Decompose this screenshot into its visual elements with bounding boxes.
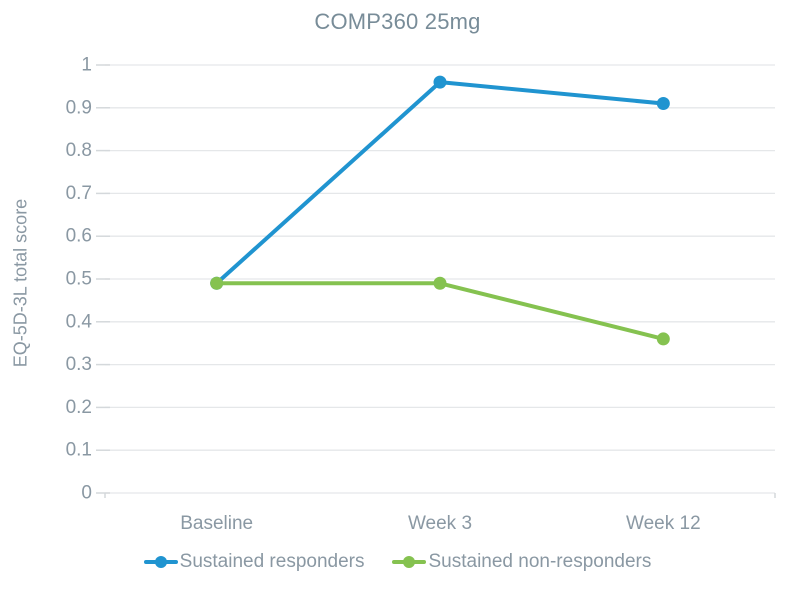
legend-label-sustained-responders: Sustained responders bbox=[179, 551, 365, 572]
x-tick-label: Week 3 bbox=[408, 513, 472, 534]
y-tick-label: 0.7 bbox=[66, 183, 92, 204]
chart-title: COMP360 25mg bbox=[314, 9, 481, 34]
data-point-1-0 bbox=[210, 276, 224, 290]
data-point-1-2 bbox=[656, 332, 670, 346]
series-line-1 bbox=[214, 281, 666, 341]
plot-area: 0 0.1 0.2 0.3 0.4 0.5 0.6 0.7 0.8 0.9 1 Baseline Wee… bbox=[66, 55, 776, 534]
legend-item-sustained-non-responders: Sustained non-responders bbox=[392, 551, 651, 573]
y-tick-label: 0.5 bbox=[66, 269, 92, 290]
x-tick-label: Week 12 bbox=[626, 513, 701, 534]
y-tick-label: 0.3 bbox=[66, 354, 92, 375]
y-tick-label: 0.6 bbox=[66, 226, 92, 247]
data-point-0-1 bbox=[433, 75, 447, 89]
x-tick-label: Baseline bbox=[180, 513, 253, 534]
y-tick-label: 0.1 bbox=[66, 440, 92, 461]
legend-label-sustained-non-responders: Sustained non-responders bbox=[428, 551, 652, 572]
legend-marker-line-icon bbox=[392, 556, 427, 568]
data-point-1-1 bbox=[433, 276, 447, 290]
legend-marker-dot-icon bbox=[403, 556, 416, 568]
legend: Sustained responders Sustained non-respo… bbox=[0, 551, 795, 573]
data-point-0-2 bbox=[656, 97, 670, 111]
legend-marker-dot-icon bbox=[154, 556, 167, 568]
y-tick-label: 0.2 bbox=[66, 397, 92, 418]
y-tick-label: 0.9 bbox=[66, 97, 92, 118]
series-line-0 bbox=[214, 80, 666, 286]
y-tick-label: 0 bbox=[81, 483, 92, 504]
y-tick-label: 1 bbox=[81, 55, 92, 76]
y-tick-label: 0.8 bbox=[66, 140, 92, 161]
legend-item-sustained-responders: Sustained responders bbox=[143, 551, 365, 573]
y-tick-label: 0.4 bbox=[66, 311, 93, 332]
legend-marker-line-icon bbox=[143, 556, 178, 568]
